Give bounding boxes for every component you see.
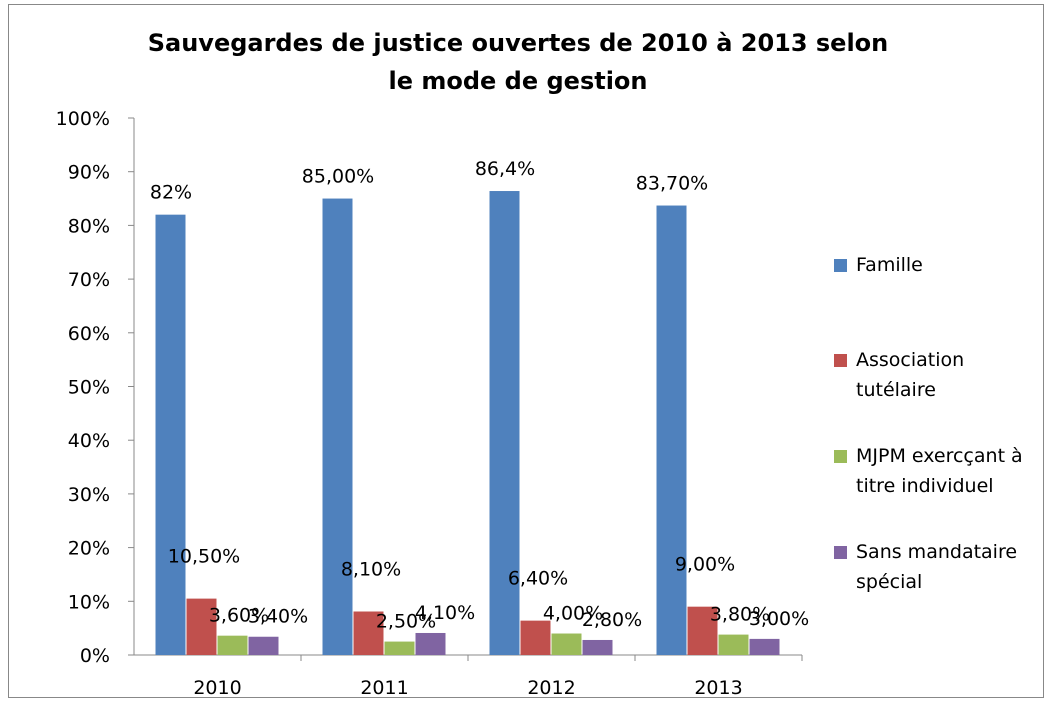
x-tick-label: 2013: [694, 677, 742, 699]
legend-swatch: [834, 450, 847, 463]
value-label: 82%: [150, 182, 192, 204]
legend-swatch: [834, 546, 847, 559]
y-tick-label: 90%: [68, 162, 110, 184]
value-label: 86,4%: [475, 158, 535, 180]
chart-frame: [8, 4, 1044, 698]
bar: [353, 611, 384, 655]
y-tick-label: 20%: [68, 538, 110, 560]
y-tick-label: 30%: [68, 484, 110, 506]
bar: [489, 191, 520, 656]
bar: [551, 633, 582, 655]
bar: [520, 620, 551, 655]
bar: [217, 635, 248, 655]
bar: [322, 198, 353, 656]
value-label: 3,80%: [710, 604, 770, 626]
legend-swatch: [834, 354, 847, 367]
bar: [656, 205, 687, 655]
legend-label: Sans mandataire spécial: [856, 541, 1018, 593]
value-label: 4,00%: [543, 603, 603, 625]
value-label: 4,10%: [415, 602, 475, 624]
value-label: 85,00%: [302, 166, 374, 188]
value-label: 3,40%: [248, 606, 308, 628]
y-tick-label: 60%: [68, 323, 110, 345]
y-tick-label: 0%: [80, 645, 110, 667]
bar: [582, 639, 613, 655]
y-tick-label: 50%: [68, 377, 110, 399]
bar: [155, 214, 186, 655]
bar: [248, 636, 279, 655]
chart-title: Sauvegardes de justice ouvertes de 2010 …: [147, 29, 889, 95]
bar: [186, 598, 217, 655]
legend-label: Association tutélaire: [856, 349, 965, 401]
value-label: 2,80%: [582, 609, 642, 631]
value-label: 6,40%: [508, 568, 568, 590]
value-label: 3,00%: [749, 608, 809, 630]
value-label: 3,60%: [209, 605, 269, 627]
value-label: 83,70%: [636, 173, 708, 195]
legend-swatch: [834, 259, 847, 272]
y-tick-label: 70%: [68, 269, 110, 291]
bar: [415, 632, 446, 655]
legend-label: MJPM exercçant à titre individuel: [856, 445, 1023, 497]
value-label: 9,00%: [675, 554, 735, 576]
value-label: 2,50%: [376, 611, 436, 633]
x-tick-label: 2011: [360, 677, 408, 699]
bar: [749, 638, 780, 655]
y-tick-label: 40%: [68, 430, 110, 452]
bar: [384, 641, 415, 655]
x-tick-label: 2012: [527, 677, 575, 699]
y-tick-label: 10%: [68, 591, 110, 613]
value-label: 8,10%: [341, 559, 401, 581]
legend-label: Famille: [856, 254, 923, 276]
bar: [687, 606, 718, 655]
y-tick-label: 100%: [56, 108, 110, 130]
x-tick-label: 2010: [193, 677, 241, 699]
bar: [718, 634, 749, 655]
value-label: 10,50%: [168, 546, 240, 568]
y-tick-label: 80%: [68, 215, 110, 237]
